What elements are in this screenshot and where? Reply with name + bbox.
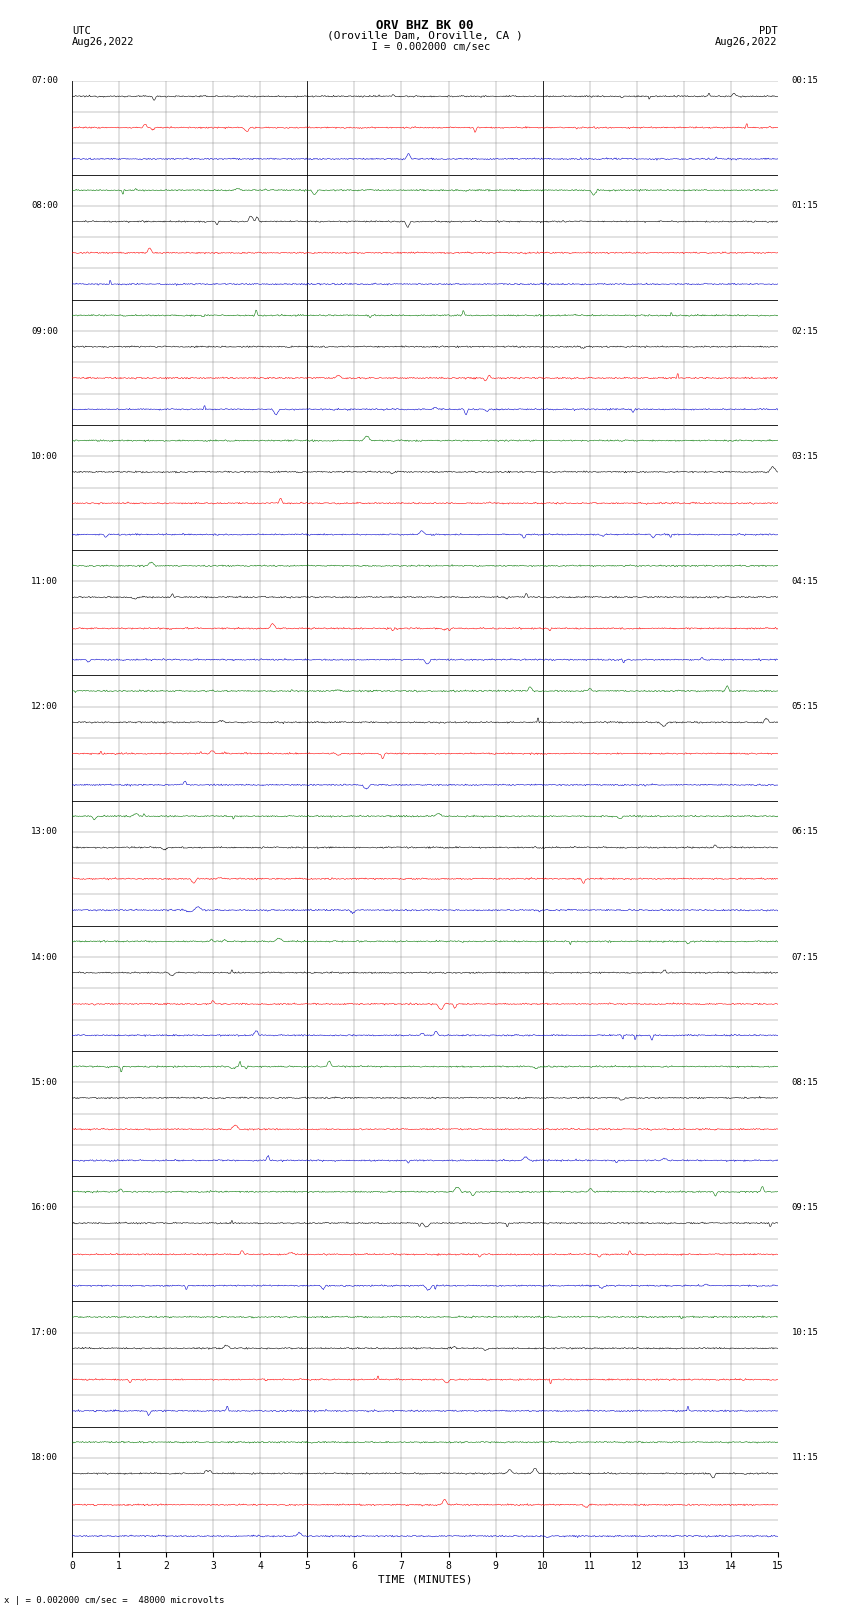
- Text: 07:00: 07:00: [31, 76, 58, 85]
- Text: 06:15: 06:15: [792, 827, 819, 836]
- Text: 16:00: 16:00: [31, 1203, 58, 1211]
- Text: I = 0.002000 cm/sec: I = 0.002000 cm/sec: [360, 42, 490, 52]
- Text: 17:00: 17:00: [31, 1327, 58, 1337]
- Text: 02:15: 02:15: [792, 326, 819, 336]
- Text: 07:15: 07:15: [792, 953, 819, 961]
- X-axis label: TIME (MINUTES): TIME (MINUTES): [377, 1574, 473, 1584]
- Text: PDT
Aug26,2022: PDT Aug26,2022: [715, 26, 778, 47]
- Text: 11:00: 11:00: [31, 577, 58, 586]
- Text: 11:15: 11:15: [792, 1453, 819, 1463]
- Text: 15:00: 15:00: [31, 1077, 58, 1087]
- Text: UTC
Aug26,2022: UTC Aug26,2022: [72, 26, 135, 47]
- Text: ORV BHZ BK 00: ORV BHZ BK 00: [377, 19, 473, 32]
- Text: 03:15: 03:15: [792, 452, 819, 461]
- Text: 14:00: 14:00: [31, 953, 58, 961]
- Text: 00:15: 00:15: [792, 76, 819, 85]
- Text: 05:15: 05:15: [792, 702, 819, 711]
- Text: 18:00: 18:00: [31, 1453, 58, 1463]
- Text: x | = 0.002000 cm/sec =  48000 microvolts: x | = 0.002000 cm/sec = 48000 microvolts: [4, 1595, 224, 1605]
- Text: 10:15: 10:15: [792, 1327, 819, 1337]
- Text: 10:00: 10:00: [31, 452, 58, 461]
- Text: 08:15: 08:15: [792, 1077, 819, 1087]
- Text: 01:15: 01:15: [792, 202, 819, 210]
- Text: 13:00: 13:00: [31, 827, 58, 836]
- Text: 09:00: 09:00: [31, 326, 58, 336]
- Text: 09:15: 09:15: [792, 1203, 819, 1211]
- Text: (Oroville Dam, Oroville, CA ): (Oroville Dam, Oroville, CA ): [327, 31, 523, 40]
- Text: 08:00: 08:00: [31, 202, 58, 210]
- Text: 04:15: 04:15: [792, 577, 819, 586]
- Text: 12:00: 12:00: [31, 702, 58, 711]
